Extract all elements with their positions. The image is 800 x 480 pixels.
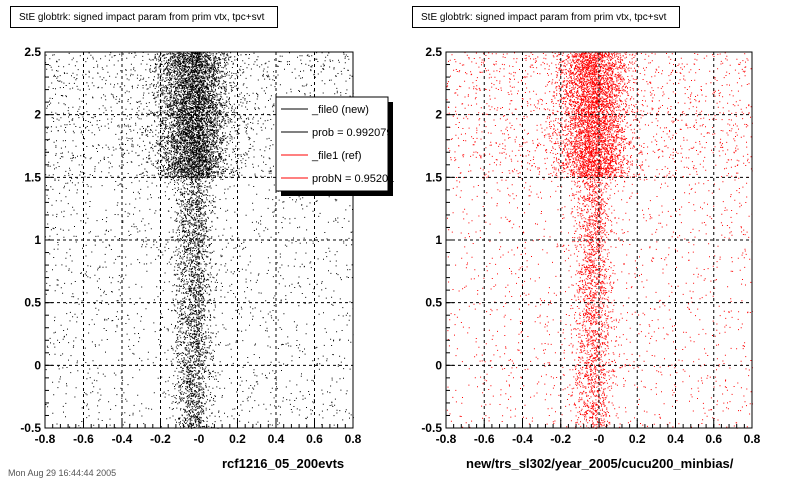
x-tick-label: -0.4 bbox=[112, 432, 133, 446]
y-tick-label: 2.5 bbox=[425, 45, 442, 59]
y-tick-label: 0 bbox=[34, 358, 41, 372]
x-tick-label: -0.6 bbox=[73, 432, 94, 446]
right-panel-title: StE globtrk: signed impact param from pr… bbox=[412, 6, 680, 28]
x-tick-label: -0 bbox=[594, 432, 605, 446]
x-tick-label: 0.2 bbox=[629, 432, 646, 446]
legend: _file0 (new) prob = 0.992079 _file1 (ref… bbox=[275, 96, 394, 196]
y-tick-label: -0.5 bbox=[421, 421, 442, 435]
y-tick-label: 1 bbox=[34, 233, 41, 247]
scatter-point-cloud bbox=[446, 52, 753, 429]
x-tick-label: -0 bbox=[194, 432, 205, 446]
x-tick-label: 0.8 bbox=[345, 432, 362, 446]
y-tick-label: 0 bbox=[435, 358, 442, 372]
legend-entry-probn: probN = 0.95201 bbox=[312, 173, 394, 185]
timestamp-label: Mon Aug 29 16:44:44 2005 bbox=[8, 468, 116, 478]
legend-entry-file0: _file0 (new) bbox=[311, 104, 369, 116]
x-tick-label: 0.2 bbox=[229, 432, 246, 446]
x-tick-label: -0.2 bbox=[150, 432, 171, 446]
y-tick-label: 2 bbox=[34, 108, 41, 122]
x-tick-label: -0.4 bbox=[512, 432, 533, 446]
y-tick-label: 1.5 bbox=[425, 170, 442, 184]
x-tick-label: -0.6 bbox=[474, 432, 495, 446]
left-panel-title: StE globtrk: signed impact param from pr… bbox=[10, 6, 278, 28]
y-tick-label: 2.5 bbox=[24, 45, 41, 59]
legend-entry-file1: _file1 (ref) bbox=[311, 150, 362, 162]
x-tick-label: 0.4 bbox=[667, 432, 684, 446]
y-tick-label: 0.5 bbox=[425, 296, 442, 310]
y-tick-label: 1.5 bbox=[24, 170, 41, 184]
x-tick-label: 0.8 bbox=[744, 432, 761, 446]
x-tick-label: 0.4 bbox=[268, 432, 285, 446]
y-tick-label: 2 bbox=[435, 108, 442, 122]
right-x-axis-label: new/trs_sl302/year_2005/cucu200_minbias/ bbox=[466, 456, 734, 471]
y-tick-label: 1 bbox=[435, 233, 442, 247]
x-tick-label: -0.8 bbox=[35, 432, 56, 446]
right-scatter-panel: -0.8 -0.6 -0.4 -0.2 -0 0.2 0.4 0.6 0.8 -0.5 0 0.5 1 1… bbox=[421, 45, 760, 446]
y-tick-label: -0.5 bbox=[20, 421, 41, 435]
legend-entry-prob: prob = 0.992079 bbox=[312, 127, 392, 139]
x-tick-label: -0.8 bbox=[436, 432, 457, 446]
legend-box bbox=[275, 96, 389, 192]
y-tick-label: 0.5 bbox=[24, 296, 41, 310]
scatter-points bbox=[446, 52, 753, 429]
x-tick-label: 0.6 bbox=[705, 432, 722, 446]
left-x-axis-label: rcf1216_05_200evts bbox=[222, 456, 344, 471]
x-tick-label: -0.2 bbox=[550, 432, 571, 446]
x-tick-label: 0.6 bbox=[306, 432, 323, 446]
